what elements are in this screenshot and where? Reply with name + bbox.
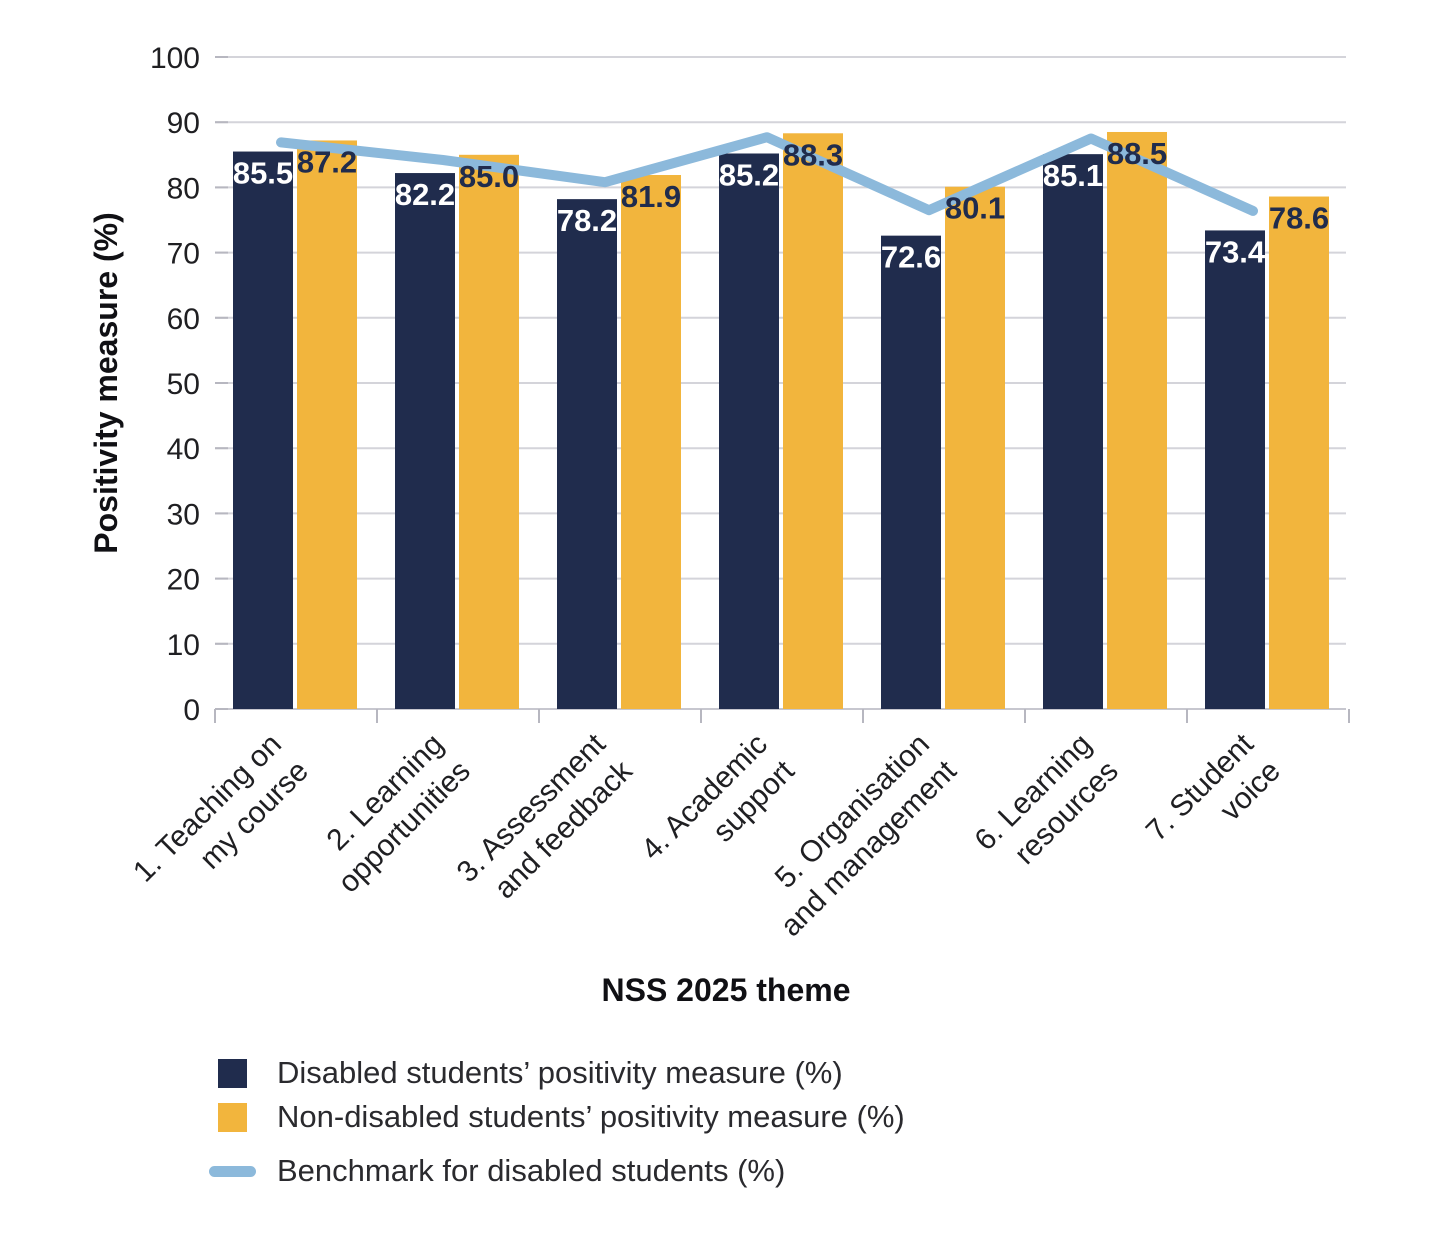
legend-label-benchmark: Benchmark for disabled students (%) (277, 1153, 786, 1188)
legend-item-non-disabled: Non-disabled students’ positivity measur… (207, 1095, 905, 1139)
value-label-disabled-5: 72.6 (881, 240, 941, 275)
bar-non-disabled-5 (945, 186, 1005, 710)
x-category-label-6: 6. Learningresources (968, 728, 1124, 884)
value-label-non-disabled-6: 88.5 (1107, 136, 1167, 171)
benchmark-line (276, 132, 1258, 216)
y-tick-label-50: 50 (167, 368, 200, 401)
value-label-non-disabled-5: 80.1 (945, 191, 1005, 226)
bar-disabled-3 (557, 199, 617, 710)
bar-disabled-7 (1205, 230, 1265, 709)
x-category-label-3: 3. Assessmentand feedback (451, 727, 640, 916)
benchmark-line-swatch (208, 1165, 256, 1177)
bar-disabled-6 (1043, 154, 1103, 709)
y-tick-label-90: 90 (167, 107, 200, 140)
x-axis-ticks (214, 709, 1350, 723)
value-label-disabled-2: 82.2 (395, 177, 455, 212)
y-tick-label-10: 10 (167, 629, 200, 662)
value-label-non-disabled-7: 78.6 (1269, 201, 1329, 236)
y-tick-label-100: 100 (150, 42, 200, 75)
y-tick-label-60: 60 (167, 303, 200, 336)
x-category-label-7: 7. Studentvoice (1140, 727, 1287, 874)
y-tick-label-20: 20 (167, 564, 200, 597)
swatch-column (207, 1058, 257, 1088)
value-labels: 85.5 82.2 78.2 85.2 72.6 85.1 73.4 87.2 85.0 81.9… (233, 136, 1329, 275)
value-label-disabled-6: 85.1 (1043, 158, 1103, 193)
bar-non-disabled-2 (459, 154, 519, 710)
y-tick-label-30: 30 (167, 498, 200, 531)
legend-item-disabled: Disabled students’ positivity measure (%… (207, 1051, 905, 1095)
y-tick-label-70: 70 (167, 238, 200, 271)
legend-label-non-disabled: Non-disabled students’ positivity measur… (277, 1099, 905, 1134)
bar-line-chart: 0 10 20 30 40 50 60 70 80 90 100 85.5 82.2 78.2 85.2 7… (88, 42, 1350, 1008)
bar-non-disabled-6 (1107, 131, 1167, 710)
y-axis-title: Positivity measure (%) (88, 212, 124, 553)
value-label-non-disabled-1: 87.2 (297, 144, 357, 179)
bars (233, 131, 1329, 710)
bar-disabled-4 (719, 153, 779, 710)
x-axis-category-labels: 1. Teaching onmy course 2. Learningopport… (127, 727, 1287, 943)
bar-disabled-2 (395, 173, 455, 709)
value-label-disabled-7: 73.4 (1205, 234, 1266, 269)
value-label-non-disabled-3: 81.9 (621, 179, 681, 214)
bar-non-disabled-4 (783, 133, 843, 709)
value-label-non-disabled-2: 85.0 (459, 159, 519, 194)
legend-item-benchmark: Benchmark for disabled students (%) (207, 1149, 905, 1193)
value-label-disabled-4: 85.2 (719, 157, 779, 192)
disabled-series-swatch (217, 1058, 247, 1088)
bar-disabled-5 (881, 235, 941, 709)
x-axis-title: NSS 2025 theme (601, 972, 850, 1008)
bar-non-disabled-3 (621, 175, 681, 710)
x-category-label-2: 2. Learningopportunities (305, 728, 477, 900)
legend: Disabled students’ positivity measure (%… (207, 1051, 905, 1193)
value-label-disabled-3: 78.2 (557, 203, 617, 238)
non-disabled-series-swatch (217, 1102, 247, 1132)
swatch-column (207, 1165, 257, 1177)
bar-disabled-1 (233, 151, 293, 710)
y-tick-label-0: 0 (183, 694, 200, 727)
bar-non-disabled-7 (1269, 196, 1329, 709)
y-tick-label-40: 40 (167, 433, 200, 466)
value-label-non-disabled-4: 88.3 (783, 137, 843, 172)
y-tick-label-80: 80 (167, 172, 200, 205)
x-category-label-1: 1. Teaching onmy course (127, 728, 315, 916)
swatch-column (207, 1102, 257, 1132)
legend-label-disabled: Disabled students’ positivity measure (%… (277, 1055, 843, 1090)
bar-non-disabled-1 (297, 140, 357, 709)
y-axis-ticks: 0 10 20 30 40 50 60 70 80 90 100 (150, 42, 228, 727)
value-label-disabled-1: 85.5 (233, 156, 293, 191)
